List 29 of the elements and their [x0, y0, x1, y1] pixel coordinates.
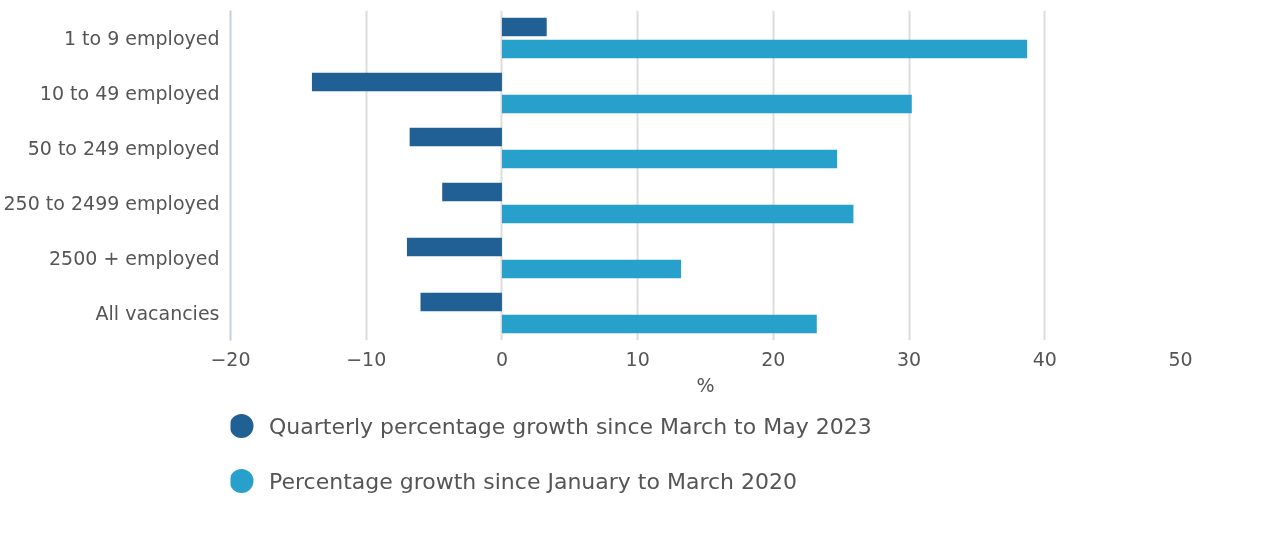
x-tick-label: 50 [1168, 347, 1193, 370]
bar [501, 94, 912, 114]
bar [501, 314, 817, 334]
bar [501, 149, 838, 169]
x-axis-title: % [696, 373, 715, 396]
x-tick-label: −20 [210, 347, 251, 370]
legend-label: Quarterly percentage growth since March to May 2023 [269, 413, 872, 439]
x-tick-label: 0 [495, 347, 508, 370]
bar [501, 39, 1028, 59]
bar [501, 259, 682, 279]
x-tick-label: −10 [346, 347, 387, 370]
bar [409, 127, 502, 147]
bar [442, 182, 502, 202]
bar [420, 292, 502, 312]
x-tick-label: 20 [761, 347, 786, 370]
y-tick-label: 250 to 2499 employed [3, 192, 220, 214]
bar [406, 237, 502, 257]
bar [501, 204, 854, 224]
x-tick-label: 40 [1032, 347, 1057, 370]
bar [311, 72, 502, 92]
x-tick-label: 30 [896, 347, 922, 370]
y-tick-label: 1 to 9 employed [63, 27, 220, 49]
x-tick-label: 10 [625, 347, 650, 370]
y-tick-label: 2500 + employed [48, 247, 220, 269]
y-tick-label: All vacancies [95, 302, 220, 324]
bar [501, 17, 547, 37]
legend-label: Percentage growth since January to March 2020 [269, 468, 797, 494]
y-tick-label: 50 to 249 employed [27, 137, 220, 159]
y-tick-label: 10 to 49 employed [39, 82, 220, 104]
